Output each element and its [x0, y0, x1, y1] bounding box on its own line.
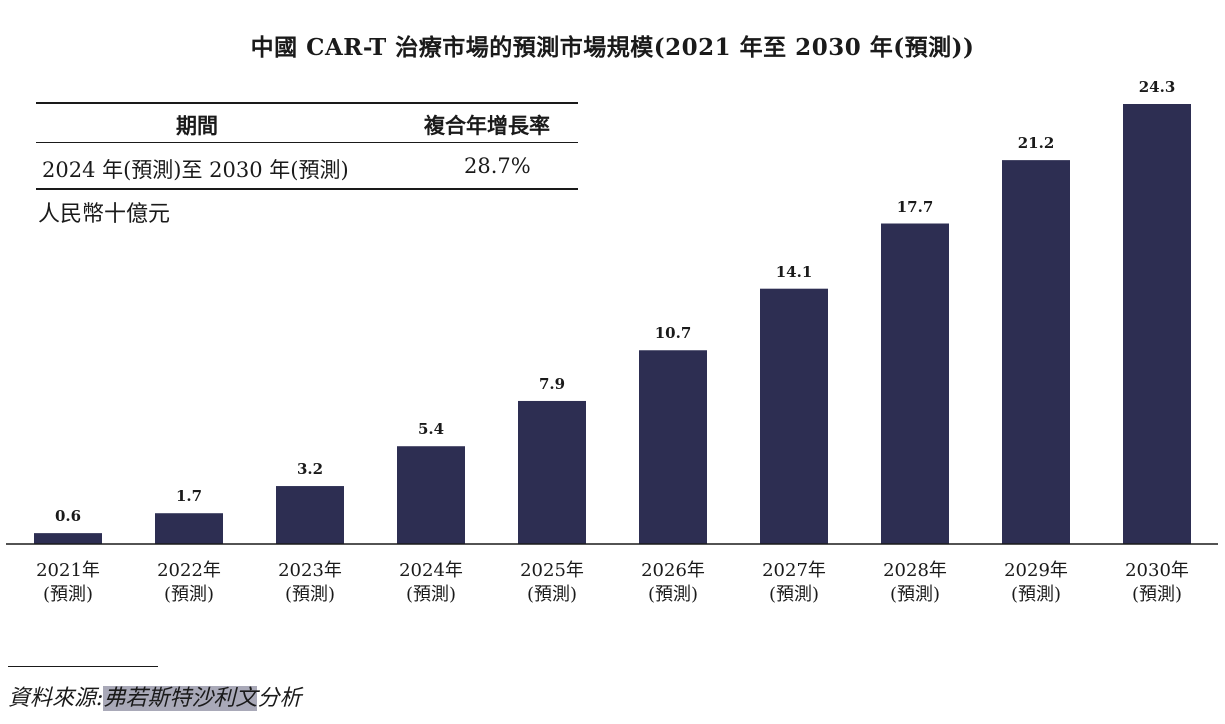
x-tick-note-4: (預測)	[526, 584, 578, 605]
bar-2	[276, 486, 344, 544]
table-cell-period: 2024 年(預測)至 2030 年(預測)	[42, 158, 349, 182]
value-label-6: 14.1	[775, 262, 813, 281]
x-tick-label-8: 2029年 (預測)	[986, 559, 1086, 607]
x-tick-year-0: 2021年	[36, 560, 100, 581]
source-suffix: 分析	[257, 686, 302, 711]
bar-4	[518, 400, 586, 544]
x-tick-year-7: 2028年	[883, 560, 947, 581]
table-mid-rule	[36, 142, 578, 143]
x-tick-year-9: 2030年	[1125, 560, 1189, 581]
bar-0	[34, 533, 102, 544]
value-label-2: 3.2	[296, 460, 324, 479]
x-tick-label-9: 2030年 (預測)	[1107, 559, 1207, 607]
x-tick-label-1: 2022年 (預測)	[139, 559, 239, 607]
x-tick-year-8: 2029年	[1004, 560, 1068, 581]
value-label-9: 24.3	[1138, 78, 1176, 96]
x-tick-note-2: (預測)	[284, 584, 336, 605]
x-tick-label-7: 2028年 (預測)	[865, 559, 965, 607]
x-tick-label-0: 2021年 (預測)	[18, 559, 118, 607]
value-label-0: 0.6	[54, 507, 82, 526]
bar-1	[155, 513, 223, 544]
x-tick-label-6: 2027年 (預測)	[744, 559, 844, 607]
x-tick-year-4: 2025年	[520, 560, 584, 581]
value-label-1: 1.7	[175, 487, 203, 506]
table-top-rule	[36, 102, 578, 104]
x-tick-note-5: (預測)	[647, 584, 699, 605]
bar-5	[639, 350, 707, 544]
unit-label: 人民幣十億元	[38, 202, 171, 227]
x-tick-note-7: (預測)	[889, 584, 941, 605]
source-highlight: 弗若斯特沙利文	[103, 686, 258, 711]
bar-6	[760, 288, 828, 544]
value-label-8: 21.2	[1017, 134, 1055, 153]
x-tick-note-0: (預測)	[42, 584, 94, 605]
value-label-7: 17.7	[896, 197, 934, 216]
table-bottom-rule	[36, 188, 578, 190]
x-tick-year-6: 2027年	[762, 560, 826, 581]
x-tick-note-6: (預測)	[768, 584, 820, 605]
x-tick-label-2: 2023年 (預測)	[260, 559, 360, 607]
x-tick-note-3: (預測)	[405, 584, 457, 605]
table-header-cagr: 複合年增長率	[424, 113, 550, 138]
value-label-4: 7.9	[538, 374, 566, 393]
x-tick-label-4: 2025年 (預測)	[502, 559, 602, 607]
bar-7	[881, 223, 949, 545]
bars-group	[34, 104, 1191, 545]
x-tick-label-3: 2024年 (預測)	[381, 559, 481, 607]
x-tick-note-8: (預測)	[1010, 584, 1062, 605]
source-prefix: 資料來源:	[8, 686, 104, 711]
x-tick-year-3: 2024年	[399, 560, 463, 581]
x-tick-year-1: 2022年	[157, 560, 221, 581]
bar-9	[1123, 104, 1191, 544]
x-tick-year-5: 2026年	[641, 560, 705, 581]
chart-title: 中國 CAR-T 治療市場的預測市場規模(2021 年至 2030 年(預測))	[250, 34, 975, 61]
x-tick-label-5: 2026年 (預測)	[623, 559, 723, 607]
bar-3	[397, 446, 465, 544]
source-rule	[8, 666, 158, 667]
value-label-3: 5.4	[417, 420, 445, 439]
x-tick-note-9: (預測)	[1131, 584, 1183, 605]
table-header-period: 期間	[176, 113, 218, 138]
value-label-5: 10.7	[654, 324, 692, 343]
bar-8	[1002, 160, 1070, 544]
source-note: 資料來源:弗若斯特沙利文分析	[8, 680, 301, 712]
x-tick-year-2: 2023年	[278, 560, 342, 581]
x-tick-note-1: (預測)	[163, 584, 215, 605]
table-cell-cagr: 28.7%	[464, 154, 531, 178]
